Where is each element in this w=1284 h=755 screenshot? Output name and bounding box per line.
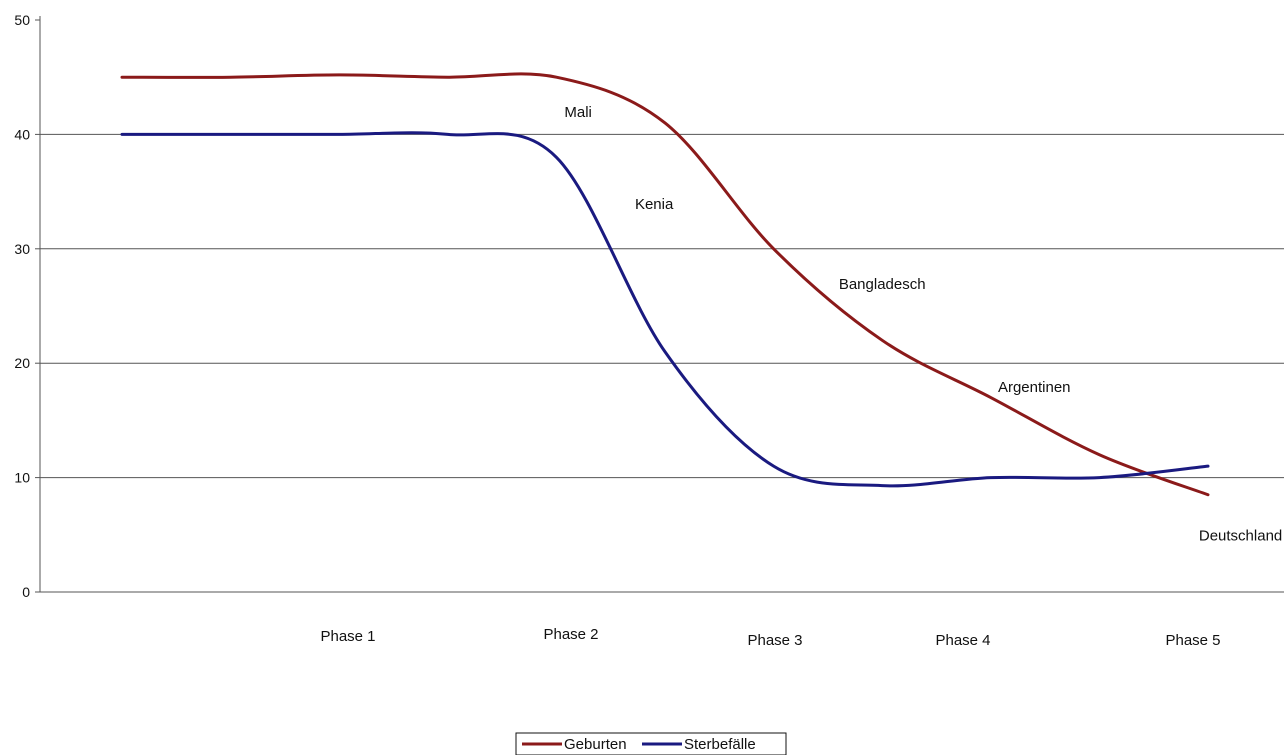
y-tick-label: 50	[14, 12, 30, 28]
x-category-label: Phase 3	[747, 632, 802, 649]
annotations: Mali Kenia Bangladesch Argentinen Deutschlan…	[564, 104, 1282, 544]
series-lines	[122, 74, 1208, 495]
annotation-label: Bangladesch	[839, 276, 926, 293]
x-category-label: Phase 2	[543, 626, 598, 643]
x-category-label: Phase 5	[1165, 632, 1220, 649]
annotation-label: Deutschland	[1199, 528, 1282, 545]
legend: Geburten Sterbefälle	[516, 733, 786, 755]
annotation-label: Mali	[564, 104, 592, 121]
y-tick-label: 40	[14, 126, 30, 142]
y-tick-label: 30	[14, 241, 30, 257]
legend-label: Geburten	[564, 736, 627, 753]
annotation-label: Kenia	[635, 196, 674, 213]
x-category-label: Phase 4	[935, 632, 990, 649]
y-tick-labels: 0 10 20 30 40 50	[14, 12, 40, 600]
series-line-sterbefälle	[122, 133, 1208, 486]
x-category-label: Phase 1	[320, 628, 375, 645]
y-tick-label: 20	[14, 355, 30, 371]
series-line-geburten	[122, 74, 1208, 495]
y-tick-label: 0	[22, 584, 30, 600]
annotation-label: Argentinen	[998, 379, 1071, 396]
y-tick-label: 10	[14, 470, 30, 486]
legend-label: Sterbefälle	[684, 736, 756, 753]
x-category-labels: Phase 1 Phase 2 Phase 3 Phase 4 Phase 5	[320, 626, 1220, 649]
